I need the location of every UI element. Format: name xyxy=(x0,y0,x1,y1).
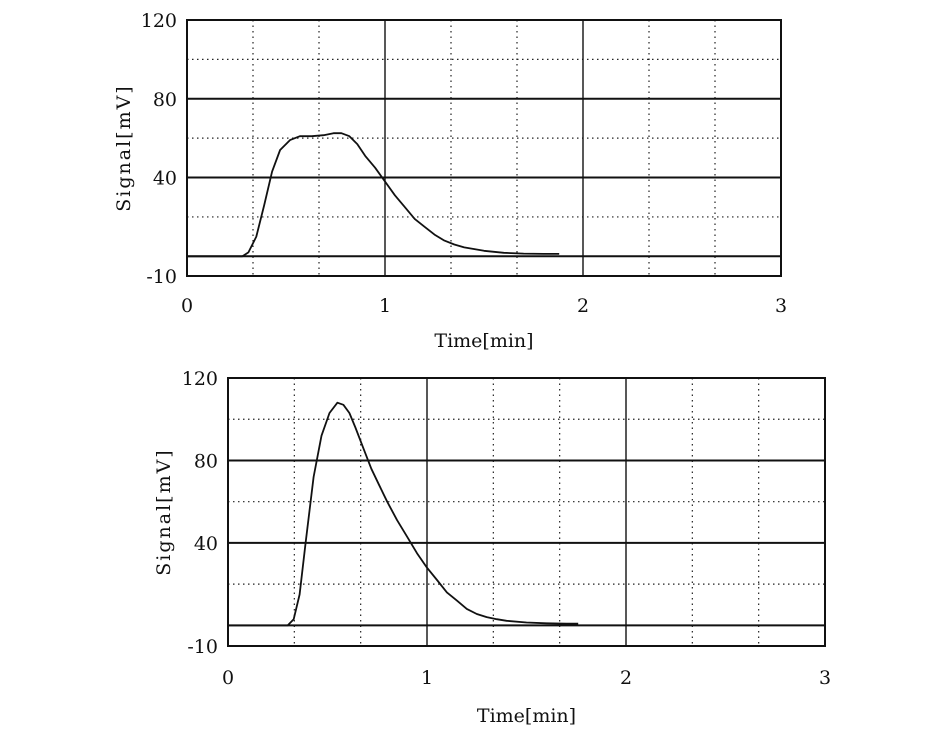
y-tick-label: 80 xyxy=(194,450,218,472)
y-tick-label: 80 xyxy=(153,89,177,111)
x-axis-label: Time[min] xyxy=(477,705,576,727)
x-tick-label: 3 xyxy=(819,667,831,689)
x-tick-label: 2 xyxy=(620,667,632,689)
chart-panel-1: 120 80 40 -100 1 2 3 Time[min] Signal[mV] xyxy=(113,10,787,352)
y-tick-label: -10 xyxy=(146,266,177,288)
y-tick-label: 40 xyxy=(194,533,218,555)
chart-panel-2: 120 80 40 -100 1 2 3 Time[min] Signal[mV] xyxy=(153,368,831,727)
y-tick-label: 120 xyxy=(182,368,218,390)
series-line-1 xyxy=(187,132,560,258)
y-axis-label: Signal[mV] xyxy=(113,84,135,211)
x-tick-label: 1 xyxy=(421,667,433,689)
x-tick-label: 2 xyxy=(577,295,589,317)
plot-frame xyxy=(227,377,826,647)
y-tick-label: 120 xyxy=(141,10,177,32)
y-axis-label: Signal[mV] xyxy=(153,448,175,575)
series-line-1 xyxy=(228,401,579,627)
plot-frame xyxy=(186,19,782,277)
y-tick-label: 40 xyxy=(153,168,177,190)
x-tick-label: 0 xyxy=(222,667,234,689)
x-tick-label: 0 xyxy=(181,295,193,317)
x-tick-label: 1 xyxy=(379,295,391,317)
x-tick-label: 3 xyxy=(775,295,787,317)
x-axis-label: Time[min] xyxy=(434,330,533,352)
y-tick-label: -10 xyxy=(187,636,218,658)
